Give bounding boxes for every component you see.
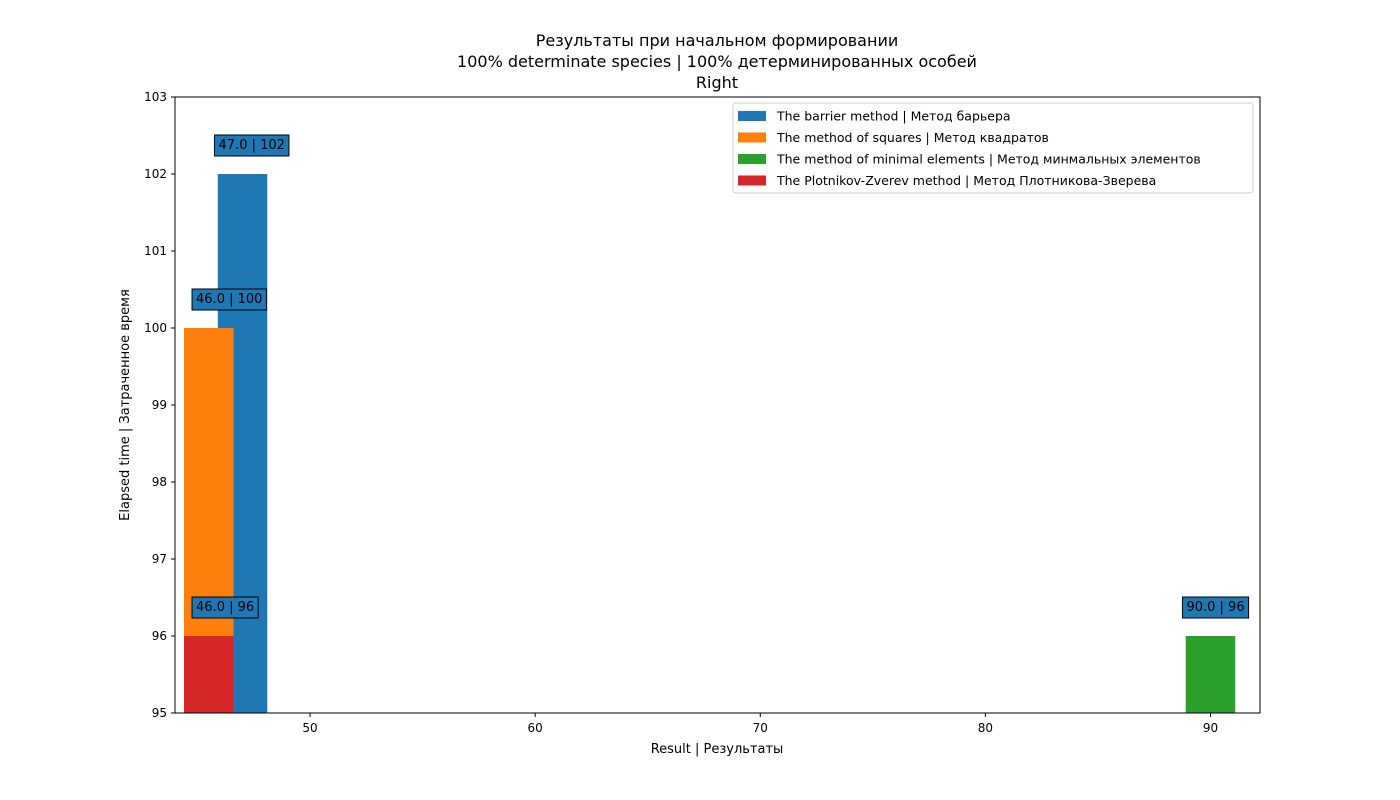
y-tick-label: 96 — [152, 629, 167, 643]
legend-swatch — [738, 154, 766, 164]
data-label-text: 90.0 | 96 — [1186, 600, 1244, 615]
chart-title-line-3: Right — [696, 73, 738, 92]
data-label-box — [1181, 596, 1250, 619]
data-label-1: 47.0 | 102 — [214, 134, 290, 157]
y-tick-label: 103 — [144, 90, 167, 104]
bars-group — [184, 174, 1236, 713]
legend-label: The Plotnikov-Zverev method | Метод Плот… — [776, 173, 1156, 188]
chart-title-line-2: 100% determinate species | 100% детермин… — [457, 52, 977, 71]
x-axis-ticks: 50 60 70 80 90 — [302, 713, 1218, 735]
y-axis-ticks: 95 96 97 98 99 100 101 102 103 — [144, 90, 175, 720]
data-label-text: 46.0 | 96 — [196, 600, 254, 615]
data-label-text: 46.0 | 100 — [196, 292, 262, 307]
y-tick-label: 102 — [144, 167, 167, 181]
y-tick-label: 97 — [152, 552, 167, 566]
y-tick-label: 98 — [152, 475, 167, 489]
data-label-box — [214, 134, 290, 157]
data-label-4: 46.0 | 96 — [191, 596, 259, 619]
legend-label: The barrier method | Метод барьера — [776, 109, 1011, 124]
y-tick-label: 95 — [152, 706, 167, 720]
bar-3 — [1185, 636, 1236, 713]
legend-entry-3: The method of minimal elements | Метод м… — [738, 152, 1201, 167]
legend-swatch — [738, 175, 766, 186]
bar-4 — [184, 636, 234, 713]
x-tick-label: 90 — [1203, 721, 1218, 735]
data-label-box — [191, 288, 267, 311]
x-tick-label: 50 — [302, 721, 317, 735]
y-tick-label: 99 — [152, 398, 167, 412]
legend-swatch — [738, 111, 766, 121]
y-tick-label: 101 — [144, 244, 167, 258]
x-axis-label: Result | Результаты — [651, 742, 784, 757]
annotations-group: 47.0 | 102 46.0 | 100 90.0 | 96 46.0 | 96 — [191, 134, 1250, 619]
x-tick-label: 80 — [978, 721, 993, 735]
legend-entries: The barrier method | Метод барьера The me… — [738, 109, 1201, 188]
x-tick-label: 60 — [528, 721, 543, 735]
y-axis-label: Elapsed time | Затраченное время — [118, 289, 133, 521]
x-tick-label: 70 — [753, 721, 768, 735]
legend-label: The method of minimal elements | Метод м… — [776, 152, 1201, 167]
data-label-text: 47.0 | 102 — [219, 138, 285, 153]
legend-swatch — [738, 132, 766, 143]
legend: The barrier method | Метод барьера The me… — [732, 102, 1254, 194]
data-label-2: 46.0 | 100 — [191, 288, 267, 311]
legend-label: The method of squares | Метод квадратов — [776, 130, 1049, 145]
data-label-box — [191, 596, 259, 619]
data-label-3: 90.0 | 96 — [1181, 596, 1250, 619]
chart-title-line-1: Результаты при начальном формировании — [536, 31, 899, 50]
legend-entry-2: The method of squares | Метод квадратов — [738, 130, 1049, 145]
y-tick-label: 100 — [144, 321, 167, 335]
plot-area: 47.0 | 102 46.0 | 100 90.0 | 96 46.0 | 96 5… — [144, 90, 1261, 735]
legend-entry-1: The barrier method | Метод барьера — [738, 109, 1011, 124]
legend-box — [732, 102, 1254, 194]
legend-entry-4: The Plotnikov-Zverev method | Метод Плот… — [738, 173, 1156, 188]
